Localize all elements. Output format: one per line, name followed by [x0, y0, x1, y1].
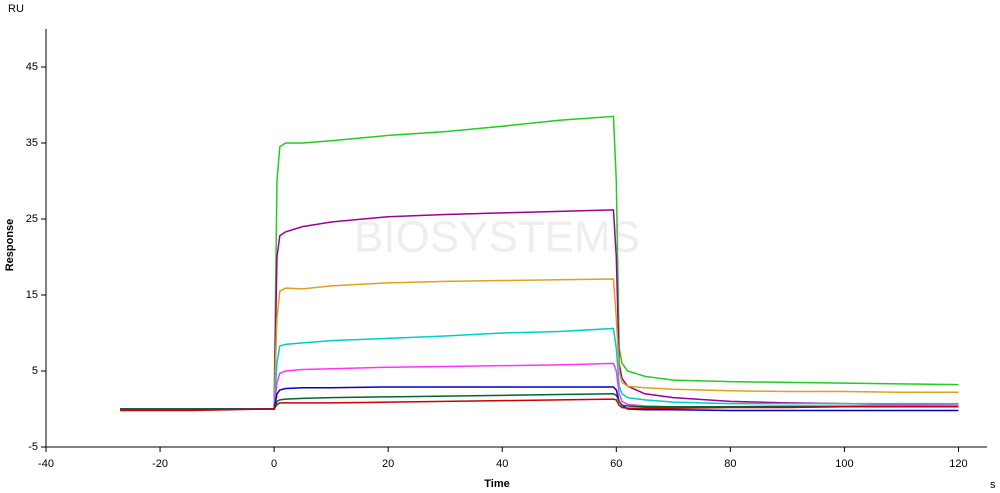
y-tick-label: 5 [32, 365, 38, 377]
x-tick-label: -40 [38, 458, 54, 470]
y-tick-label: 15 [26, 289, 38, 301]
x-tick-label: -20 [152, 458, 168, 470]
y-axis-label: Response [4, 219, 16, 272]
x-tick-label: 100 [835, 458, 853, 470]
x-tick-label: 0 [271, 458, 277, 470]
series-line [120, 386, 959, 412]
x-tick-label: 40 [496, 458, 508, 470]
watermark: BIOSYSTEMS [354, 213, 640, 262]
series-line [120, 398, 959, 412]
series-line [120, 278, 959, 410]
series-line [120, 393, 959, 410]
x-tick-label: 20 [382, 458, 394, 470]
series-line [120, 209, 959, 410]
y-unit: RU [8, 3, 24, 15]
x-tick-label: 120 [949, 458, 967, 470]
x-unit: s [990, 479, 996, 491]
series-line [120, 362, 959, 410]
x-tick-label: 80 [724, 458, 736, 470]
x-axis-label: Time [484, 478, 509, 490]
y-tick-label: 25 [26, 213, 38, 225]
series-line [120, 115, 959, 410]
x-tick-label: 60 [610, 458, 622, 470]
y-tick-label: 45 [26, 61, 38, 73]
y-tick-label: 35 [26, 137, 38, 149]
series-line [120, 327, 959, 410]
y-tick-label: -5 [28, 441, 38, 453]
